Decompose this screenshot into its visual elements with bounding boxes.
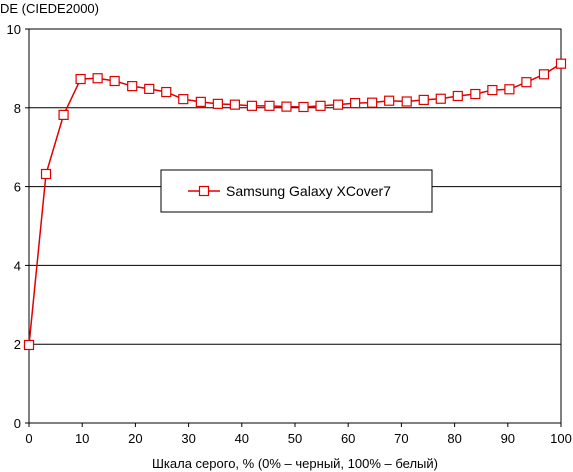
data-point [195,96,206,107]
data-point [109,75,120,87]
data-point [538,69,550,80]
y-tick-label: 4 [14,258,21,273]
data-point [281,101,292,112]
data-point [212,98,223,109]
series-layer [23,58,567,351]
data-point [178,94,189,105]
x-tick-label: 70 [394,431,408,446]
data-point [401,96,412,107]
x-tick-label: 10 [75,431,89,446]
data-point [23,339,35,351]
data-point [435,93,446,104]
data-point [384,95,395,106]
x-tick-label: 40 [235,431,249,446]
x-axis: 0 10 20 30 40 50 60 70 80 90 100 [25,423,572,446]
x-tick-label: 50 [288,431,302,446]
x-tick-label: 100 [550,431,572,446]
data-point [315,100,326,111]
data-point [58,109,69,120]
data-point [521,77,532,88]
data-point [367,97,378,108]
data-point [92,73,103,84]
data-point [470,88,481,100]
data-point [452,90,463,102]
y-axis-title: DE (CIEDE2000) [0,1,99,16]
data-point [555,58,567,69]
data-point [229,99,240,110]
data-point [161,86,172,98]
y-tick-label: 8 [14,101,21,116]
y-axis: 0 2 4 6 8 10 [7,22,29,431]
data-point [144,83,155,94]
data-point [418,94,429,106]
data-point [264,100,275,111]
data-point [40,168,52,180]
data-point [350,97,361,109]
y-tick-label: 6 [14,180,21,195]
x-tick-label: 60 [341,431,355,446]
x-tick-label: 0 [25,431,32,446]
legend: Samsung Galaxy XCover7 [160,169,433,213]
x-tick-label: 30 [181,431,195,446]
x-tick-label: 80 [447,431,461,446]
y-tick-label: 0 [14,416,21,431]
x-tick-label: 20 [128,431,142,446]
data-point [127,81,138,92]
data-point [75,73,86,85]
legend-marker-icon [198,185,210,197]
data-point [298,101,309,113]
data-point [504,84,515,95]
data-point [246,100,258,111]
legend-label: Samsung Galaxy XCover7 [226,183,391,199]
x-tick-label: 90 [501,431,515,446]
data-point [487,84,498,96]
y-tick-label: 10 [7,22,21,37]
grid [29,107,561,345]
plot-area-border [28,28,562,424]
data-point [332,99,344,110]
y-tick-label: 2 [14,337,21,352]
x-axis-title: Шкала серого, % (0% – черный, 100% – бел… [152,456,438,471]
